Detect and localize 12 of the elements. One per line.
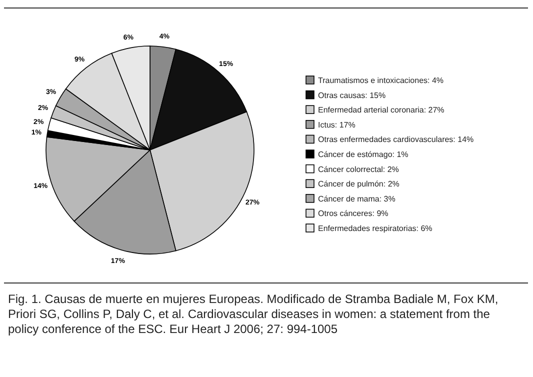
legend-label: Traumatismos e intoxicaciones: 4%: [318, 76, 444, 85]
legend-label: Cáncer colorrectal: 2%: [318, 164, 399, 174]
caption: Fig. 1. Causas de muerte en mujeres Europeas. Modificado de Stramba Badiale M, Fox KM, Priori SG, Collins P, Daly C, et al. Cardiovascular diseases in women: a statement from the policy conference of the ESC. Eur Heart J 2006; 27: 994-1005: [8, 292, 500, 337]
legend-label: Enfermedad arterial coronaria: 27%: [318, 106, 444, 115]
legend-label: Otras enfermedades cardiovasculares: 14%: [318, 135, 474, 144]
legend-label: Otras causas: 15%: [318, 90, 386, 100]
legend-label: Ictus: 17%: [318, 120, 356, 130]
legend-label: Cáncer de mama: 3%: [318, 194, 396, 204]
legend-label: Enfermedades respiratorias: 6%: [318, 224, 432, 233]
legend-label: Otros cánceres: 9%: [318, 209, 388, 218]
legend-label: Cáncer de pulmón: 2%: [318, 180, 400, 189]
legend-label: Cáncer de estómago: 1%: [318, 150, 408, 159]
